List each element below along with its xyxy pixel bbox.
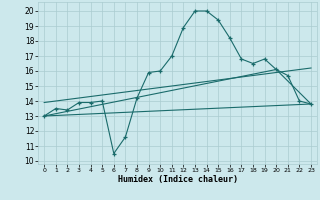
X-axis label: Humidex (Indice chaleur): Humidex (Indice chaleur) xyxy=(118,175,238,184)
